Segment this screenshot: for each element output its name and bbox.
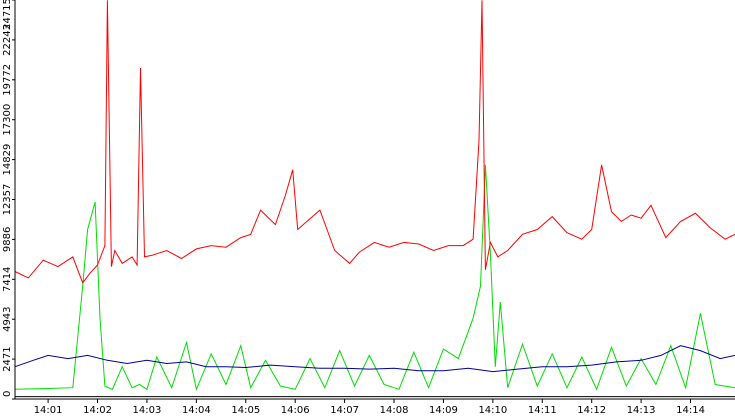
y-tick-label: 9886 — [2, 227, 13, 252]
series-line-1 — [14, 0, 735, 284]
y-tick-label: 14829 — [2, 144, 13, 176]
y-tick-label: 24715 — [2, 0, 13, 30]
x-tick-label: 14:03 — [133, 405, 162, 415]
x-tick-label: 14:01 — [34, 405, 63, 415]
y-tick-label: 0 — [2, 391, 13, 397]
series-line-0 — [14, 164, 735, 391]
x-tick-label: 14:02 — [83, 405, 112, 415]
y-tick-label: 17300 — [2, 104, 13, 136]
x-tick-label: 14:14 — [676, 405, 705, 415]
y-ticks: 0 2471 4943 7414 9886 12357 14829 17300 19772 222… — [2, 0, 15, 400]
y-tick-label: 12357 — [2, 184, 13, 216]
x-ticks: 14:01 14:02 14:03 14:04 14:05 14:06 14:07 14:08… — [34, 399, 705, 416]
x-tick-label: 14:10 — [478, 405, 507, 415]
x-tick-label: 14:12 — [577, 405, 606, 415]
y-tick-label: 19772 — [2, 64, 13, 96]
x-tick-label: 14:13 — [627, 405, 656, 415]
y-tick-label: 2471 — [2, 346, 13, 371]
y-tick-label: 4943 — [2, 306, 13, 331]
x-tick-label: 14:08 — [380, 405, 409, 415]
y-tick-label: 22243 — [2, 24, 13, 56]
y-tick-label: 7414 — [2, 267, 13, 292]
x-tick-label: 14:09 — [429, 405, 458, 415]
series-layer — [14, 0, 735, 398]
x-tick-label: 14:04 — [182, 405, 211, 415]
x-tick-label: 14:07 — [330, 405, 359, 415]
x-tick-label: 14:05 — [231, 405, 260, 415]
series-line-2 — [14, 345, 735, 373]
x-tick-label: 14:11 — [528, 405, 557, 415]
x-tick-label: 14:06 — [281, 405, 310, 415]
